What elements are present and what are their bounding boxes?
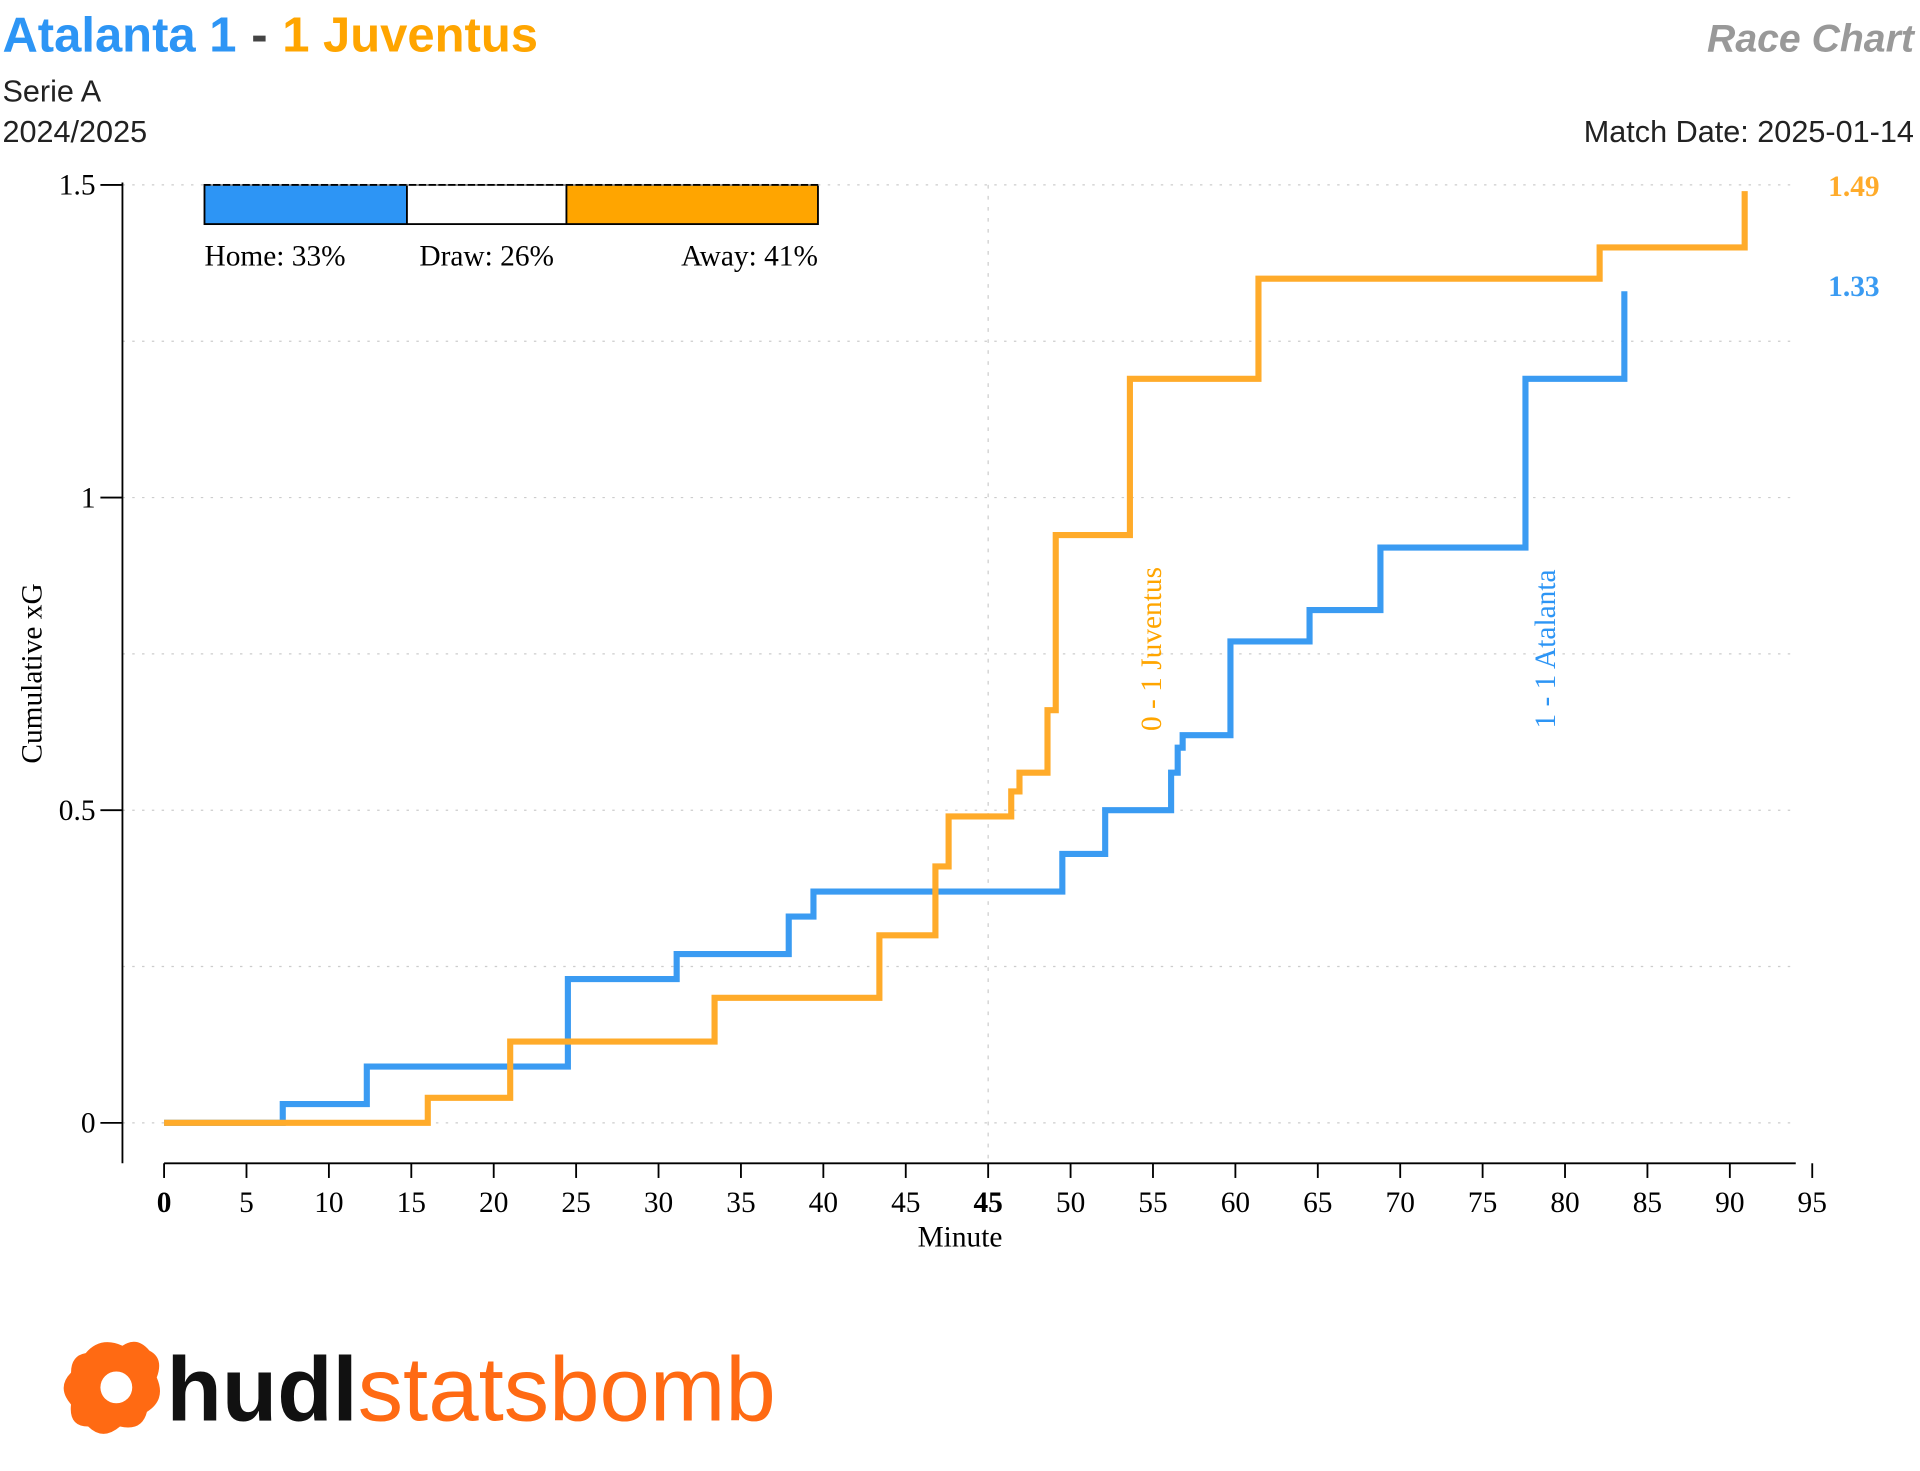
logo-statsbomb: statsbomb xyxy=(358,1339,776,1440)
x-tick-label: 80 xyxy=(1550,1187,1579,1219)
x-tick-label: 0 xyxy=(157,1187,172,1219)
probability-bar xyxy=(406,183,568,226)
x-tick-label: 20 xyxy=(479,1187,508,1219)
probability-label: Home: 33% xyxy=(204,241,345,273)
x-tick-label: 70 xyxy=(1386,1187,1415,1219)
x-tick-label: 65 xyxy=(1303,1187,1332,1219)
goal-annotation: 0 - 1 Juventus xyxy=(1136,567,1168,731)
x-tick-label: 10 xyxy=(314,1187,343,1219)
logo-icon-hole xyxy=(100,1371,133,1404)
separator: - xyxy=(251,8,267,62)
final-xg-label: 1.49 xyxy=(1828,171,1879,203)
y-tick-label: 1 xyxy=(81,482,96,514)
x-tick-label: 15 xyxy=(397,1187,426,1219)
y-axis-label: Cumulative xG xyxy=(17,583,49,763)
x-tick-label: 30 xyxy=(644,1187,673,1219)
home-title: Atalanta 1 xyxy=(2,8,236,62)
logo-hudl: hudl xyxy=(167,1339,358,1440)
x-tick-label: 60 xyxy=(1221,1187,1250,1219)
match-date: Match Date: 2025-01-14 xyxy=(1584,115,1914,149)
probability-bar xyxy=(565,183,819,226)
x-tick-label: 45 xyxy=(891,1187,920,1219)
logo-text: hudlstatsbomb xyxy=(167,1339,776,1440)
x-tick-label: 45 xyxy=(973,1187,1002,1219)
probability-bar xyxy=(203,183,408,226)
xg-line xyxy=(164,191,1748,1126)
y-tick-label: 0 xyxy=(81,1108,96,1140)
probability-label: Draw: 26% xyxy=(419,241,554,273)
logo: hudlstatsbomb xyxy=(63,1339,776,1440)
x-tick-label: 95 xyxy=(1798,1187,1827,1219)
x-tick-label: 35 xyxy=(726,1187,755,1219)
x-tick-label: 50 xyxy=(1056,1187,1085,1219)
chart-kind: Race Chart xyxy=(1707,17,1916,60)
x-axis-label: Minute xyxy=(918,1222,1003,1254)
x-tick-label: 90 xyxy=(1715,1187,1744,1219)
y-tick-label: 1.5 xyxy=(59,170,96,202)
x-tick-label: 55 xyxy=(1138,1187,1167,1219)
goal-annotation: 1 - 1 Atalanta xyxy=(1530,569,1562,728)
away-title: 1 Juventus xyxy=(282,8,538,62)
competition: Serie A xyxy=(2,75,101,109)
xg-line xyxy=(164,291,1628,1126)
x-tick-label: 25 xyxy=(561,1187,590,1219)
x-tick-label: 40 xyxy=(809,1187,838,1219)
x-tick-label: 85 xyxy=(1633,1187,1662,1219)
x-tick-label: 75 xyxy=(1468,1187,1497,1219)
x-tick-label: 5 xyxy=(239,1187,254,1219)
y-tick-label: 0.5 xyxy=(59,795,96,827)
final-xg-label: 1.33 xyxy=(1828,271,1879,303)
season: 2024/2025 xyxy=(2,115,147,149)
probability-label: Away: 41% xyxy=(681,241,818,273)
title: Atalanta 1-1 Juventus xyxy=(2,8,538,62)
